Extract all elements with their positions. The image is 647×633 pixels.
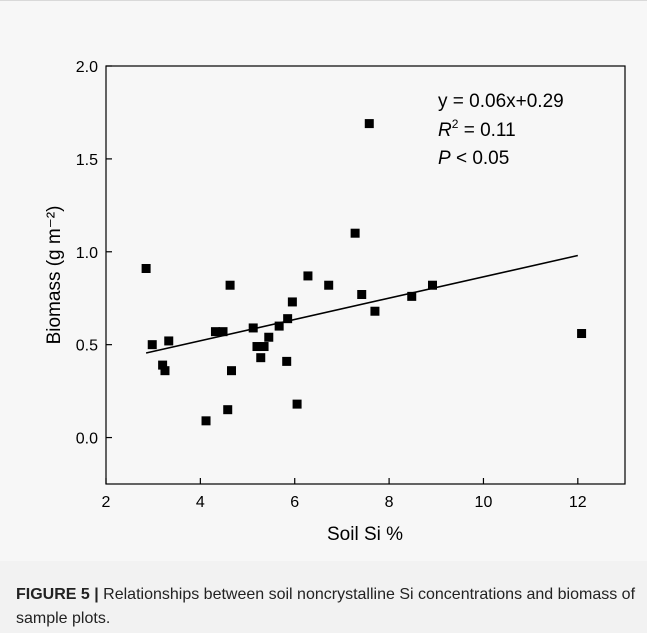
y-tick-label: 0.5 bbox=[76, 338, 98, 355]
data-point bbox=[160, 366, 170, 376]
x-tick-label: 6 bbox=[290, 494, 299, 511]
data-point bbox=[427, 280, 437, 290]
x-tick-label: 4 bbox=[196, 494, 205, 511]
caption-label: FIGURE 5 | bbox=[16, 586, 99, 603]
data-point bbox=[223, 405, 233, 415]
r-superscript: 2 bbox=[452, 117, 459, 131]
data-point bbox=[407, 291, 417, 301]
data-points bbox=[141, 119, 587, 426]
data-point bbox=[147, 340, 157, 350]
y-tick-label: 1.5 bbox=[76, 152, 98, 169]
data-point bbox=[252, 342, 262, 352]
chart-area bbox=[0, 1, 647, 561]
axis-ticks bbox=[105, 65, 579, 484]
equation-annotation: y = 0.06x+0.29 bbox=[438, 91, 564, 112]
data-point bbox=[324, 280, 334, 290]
regression-line bbox=[145, 254, 578, 354]
y-tick-label: 2.0 bbox=[76, 59, 98, 76]
data-point bbox=[274, 321, 284, 331]
data-point bbox=[350, 228, 360, 238]
data-point bbox=[201, 416, 211, 426]
data-point bbox=[158, 360, 168, 370]
x-tick-label: 8 bbox=[385, 494, 394, 511]
x-axis-label: Soil Si % bbox=[327, 524, 403, 545]
data-point bbox=[283, 314, 293, 324]
data-point bbox=[227, 366, 237, 376]
x-tick-label: 12 bbox=[569, 494, 587, 511]
data-point bbox=[218, 327, 228, 337]
p-symbol: P bbox=[438, 148, 451, 169]
data-point bbox=[225, 280, 235, 290]
data-point bbox=[577, 329, 587, 339]
scatter-chart: 2 4 6 8 10 12 0.0 0.5 1.0 1.5 2.0 y = 0.06x+0.29 R… bbox=[44, 59, 626, 545]
data-point bbox=[248, 323, 258, 333]
figure-caption: FIGURE 5 | Relationships between soil no… bbox=[16, 583, 636, 631]
data-point bbox=[164, 336, 174, 346]
x-tick-label: 10 bbox=[475, 494, 493, 511]
r-squared-value: = 0.11 bbox=[458, 120, 515, 141]
caption-text: Relationships between soil noncrystallin… bbox=[16, 586, 636, 627]
p-value: < 0.05 bbox=[451, 148, 510, 169]
axis-tick-labels: 2 4 6 8 10 12 0.0 0.5 1.0 1.5 2.0 bbox=[76, 59, 587, 511]
plot-frame bbox=[105, 65, 626, 485]
x-tick-label: 2 bbox=[102, 494, 111, 511]
y-tick-label: 0.0 bbox=[76, 431, 98, 448]
data-point bbox=[141, 263, 151, 273]
data-point bbox=[303, 271, 313, 281]
y-axis-label: Biomass (g m⁻²) bbox=[44, 206, 65, 345]
data-point bbox=[282, 356, 292, 366]
data-point bbox=[292, 399, 302, 409]
data-point bbox=[210, 327, 220, 337]
y-tick-label: 1.0 bbox=[76, 245, 98, 262]
data-point bbox=[357, 290, 367, 300]
data-point bbox=[256, 353, 266, 363]
data-point bbox=[287, 297, 297, 307]
r-squared-annotation: R2 = 0.11 bbox=[438, 117, 516, 141]
p-value-annotation: P < 0.05 bbox=[438, 148, 509, 169]
data-point bbox=[259, 342, 269, 352]
data-point bbox=[264, 332, 274, 342]
data-point bbox=[364, 119, 374, 129]
data-point bbox=[370, 306, 380, 316]
r-symbol: R bbox=[438, 120, 452, 141]
